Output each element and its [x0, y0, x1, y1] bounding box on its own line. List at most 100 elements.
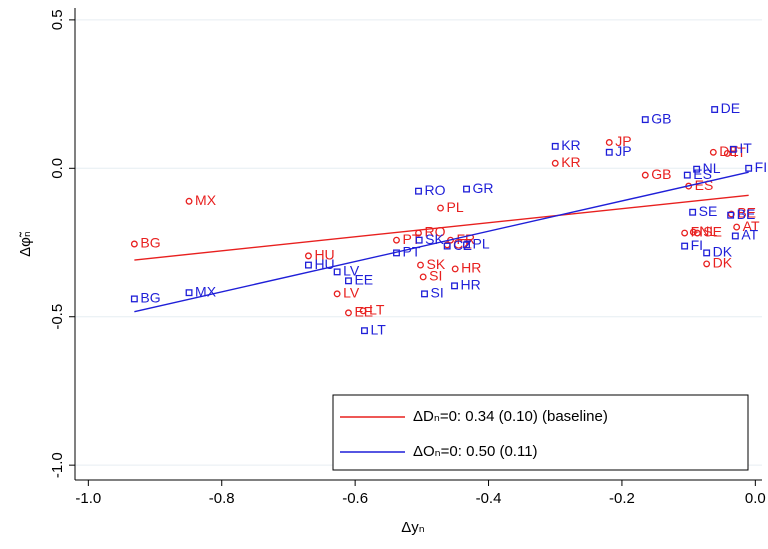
point — [417, 261, 424, 269]
point-label: BE — [737, 206, 756, 222]
fit-line — [134, 171, 749, 313]
point-label: PL — [447, 199, 464, 215]
point — [421, 290, 428, 298]
point — [551, 142, 559, 150]
point — [304, 252, 312, 260]
y-axis-label: Δφ̃ₙ — [17, 231, 34, 257]
point — [451, 282, 458, 290]
point-label: LT — [369, 301, 385, 317]
point-label: JP — [615, 133, 631, 149]
point — [304, 261, 312, 269]
point-label: HR — [461, 277, 481, 293]
point-label: FI — [691, 237, 703, 253]
y-tick-label: -1.0 — [49, 452, 66, 478]
point-label: GB — [651, 166, 671, 182]
point-label: BG — [140, 290, 160, 306]
point — [345, 309, 352, 317]
point-label: HR — [461, 260, 481, 276]
point — [605, 148, 613, 156]
point — [693, 165, 701, 173]
point — [185, 197, 193, 205]
point — [731, 232, 739, 240]
point — [333, 268, 341, 276]
point-label: MX — [195, 192, 217, 208]
point — [605, 139, 613, 146]
point — [419, 273, 427, 281]
point — [703, 260, 711, 268]
point — [130, 295, 138, 303]
point — [727, 211, 735, 219]
point-label: LT — [370, 321, 386, 337]
point — [689, 228, 697, 236]
point-label: JP — [615, 143, 631, 159]
point — [463, 241, 470, 249]
point — [727, 210, 735, 218]
point — [333, 290, 341, 298]
point-label: RO — [425, 182, 446, 198]
point-label: NL — [703, 160, 721, 176]
point-label: ES — [693, 166, 712, 182]
point — [681, 229, 689, 237]
point — [437, 204, 444, 212]
point — [709, 148, 717, 156]
x-tick-label: -0.8 — [209, 490, 235, 507]
x-axis-label: Δyₙ — [401, 519, 425, 536]
point-label: NL — [699, 223, 717, 239]
point-label: DK — [713, 255, 733, 271]
point — [130, 240, 138, 248]
x-tick-label: -0.6 — [342, 490, 368, 507]
point — [681, 242, 689, 250]
fit-line — [134, 194, 749, 261]
point-label: PL — [473, 236, 490, 252]
point-label: SI — [431, 285, 444, 301]
point — [693, 229, 701, 237]
point-label: LV — [343, 285, 360, 301]
point-label: BG — [140, 235, 160, 251]
point — [641, 171, 649, 179]
y-tick-label: -0.5 — [49, 304, 66, 330]
y-tick-label: 0.0 — [49, 158, 66, 179]
point-label: PT — [402, 244, 420, 260]
point — [703, 249, 711, 257]
point-label: HU — [314, 247, 334, 263]
legend-label: ΔOₙ=0: 0.50 (0.11) — [413, 443, 538, 460]
point — [415, 236, 423, 244]
x-tick-label: -0.2 — [609, 490, 635, 507]
point-label: SE — [703, 224, 722, 240]
point — [745, 164, 753, 172]
point-label: GR — [473, 180, 494, 196]
point-label: GB — [651, 110, 671, 126]
point — [415, 187, 422, 195]
point-label: AT — [743, 218, 760, 234]
point — [723, 150, 731, 157]
point — [733, 223, 741, 231]
point-label: EE — [354, 272, 373, 288]
point — [359, 307, 367, 315]
point — [711, 106, 719, 113]
legend-box — [332, 394, 749, 471]
point — [185, 289, 193, 297]
point-label: SK — [427, 256, 446, 272]
point-label: KR — [561, 154, 580, 170]
x-tick-label: -1.0 — [75, 490, 101, 507]
y-tick-label: 0.5 — [49, 9, 66, 30]
point — [689, 208, 697, 216]
point-label: FI — [755, 159, 767, 175]
point — [361, 327, 368, 335]
x-tick-label: 0.0 — [745, 490, 766, 507]
point-label: AT — [741, 227, 758, 243]
point — [393, 236, 400, 244]
point-label: BE — [737, 205, 756, 221]
point — [551, 159, 559, 167]
point-label: SI — [429, 268, 442, 284]
x-tick-label: -0.4 — [476, 490, 502, 507]
point — [641, 116, 649, 124]
point-label: DK — [713, 244, 733, 260]
point-label: EE — [354, 304, 373, 320]
point — [683, 171, 691, 179]
point-label: MX — [195, 283, 217, 299]
point — [443, 242, 451, 250]
legend-label: ΔDₙ=0: 0.34 (0.10) (baseline) — [413, 408, 608, 425]
point — [345, 277, 352, 285]
